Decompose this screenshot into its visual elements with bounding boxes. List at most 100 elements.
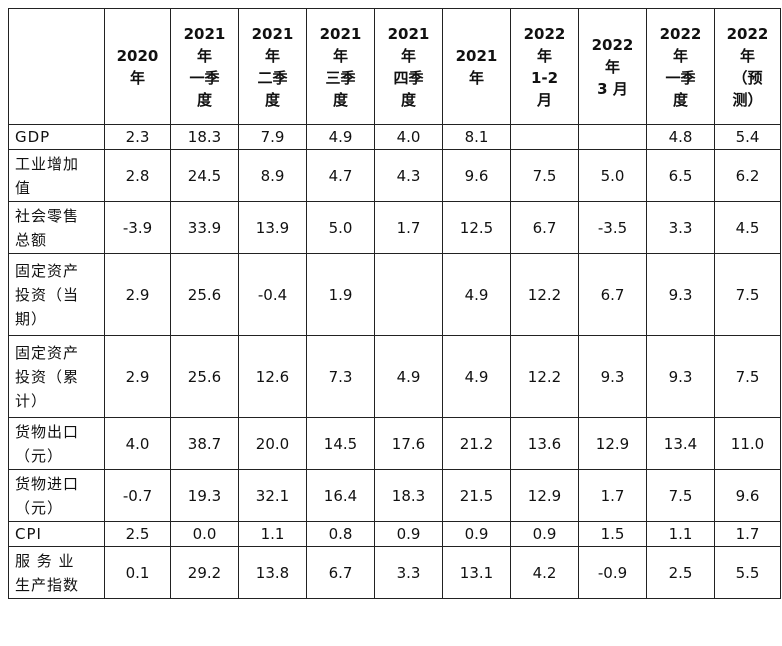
table-cell: 1.7: [578, 469, 647, 522]
table-row: 固定资产 投资（当 期） 2.9 25.6 -0.4 1.9 4.9 12.2 6.7 9.3 7…: [8, 253, 781, 336]
table-cell: 4.9: [442, 335, 511, 418]
row-label: 工业增加 值: [8, 149, 105, 202]
table-body: GDP 2.3 18.3 7.9 4.9 4.0 8.1 4.8 5.4 工业增加 值 2.8 24.…: [8, 124, 781, 599]
table-cell: 1.7: [374, 201, 443, 254]
table-cell: 8.9: [238, 149, 307, 202]
table-cell: 19.3: [170, 469, 239, 522]
table-cell: 0.9: [442, 521, 511, 547]
table-cell: 6.7: [510, 201, 579, 254]
table-cell: 13.9: [238, 201, 307, 254]
row-label: 固定资产 投资（累 计）: [8, 335, 105, 418]
table-cell: 4.7: [306, 149, 375, 202]
table-cell: 12.2: [510, 253, 579, 336]
row-label: CPI: [8, 521, 105, 547]
table-cell: -0.9: [578, 546, 647, 599]
table-cell: 4.0: [104, 417, 171, 470]
table-cell: 1.7: [714, 521, 781, 547]
table-cell: 7.5: [646, 469, 715, 522]
table-cell: 4.5: [714, 201, 781, 254]
table-cell: -3.9: [104, 201, 171, 254]
row-label: 社会零售 总额: [8, 201, 105, 254]
table-cell: 13.1: [442, 546, 511, 599]
table-cell: 20.0: [238, 417, 307, 470]
table-cell: [510, 124, 579, 150]
table-cell: 4.3: [374, 149, 443, 202]
table-cell: 3.3: [374, 546, 443, 599]
table-cell: 5.0: [306, 201, 375, 254]
table-cell: 7.5: [714, 335, 781, 418]
table-cell: 2.3: [104, 124, 171, 150]
table-row: 货物出口 （元） 4.0 38.7 20.0 14.5 17.6 21.2 13.6 12.9 1…: [8, 417, 781, 470]
table-cell: [374, 253, 443, 336]
table-cell: 25.6: [170, 253, 239, 336]
row-label: 货物出口 （元）: [8, 417, 105, 470]
table-cell: [578, 124, 647, 150]
table-row: CPI 2.5 0.0 1.1 0.8 0.9 0.9 0.9 1.5 1.1 1.7: [8, 521, 781, 547]
table-cell: 16.4: [306, 469, 375, 522]
table-cell: 2.5: [104, 521, 171, 547]
table-cell: 18.3: [374, 469, 443, 522]
table-cell: 4.2: [510, 546, 579, 599]
table-cell: 14.5: [306, 417, 375, 470]
table-cell: 3.3: [646, 201, 715, 254]
table-cell: 4.9: [374, 335, 443, 418]
table-cell: 7.5: [510, 149, 579, 202]
table-cell: 1.1: [646, 521, 715, 547]
table-cell: -3.5: [578, 201, 647, 254]
table-cell: 0.8: [306, 521, 375, 547]
table-cell: 0.9: [510, 521, 579, 547]
table-cell: 13.6: [510, 417, 579, 470]
table-cell: 13.4: [646, 417, 715, 470]
table-cell: 6.5: [646, 149, 715, 202]
table-cell: 4.8: [646, 124, 715, 150]
table-row: 固定资产 投资（累 计） 2.9 25.6 12.6 7.3 4.9 4.9 12.2 9.3 9…: [8, 335, 781, 418]
column-header: 2022 年 3 月: [578, 8, 647, 125]
table-cell: 6.7: [306, 546, 375, 599]
table-cell: 24.5: [170, 149, 239, 202]
table-cell: -0.7: [104, 469, 171, 522]
column-header: 2021 年 三季 度: [306, 8, 375, 125]
table-cell: 12.9: [578, 417, 647, 470]
row-label: 服 务 业 生产指数: [8, 546, 105, 599]
table-cell: 1.9: [306, 253, 375, 336]
table-cell: 17.6: [374, 417, 443, 470]
table-cell: 32.1: [238, 469, 307, 522]
table-cell: 9.3: [646, 253, 715, 336]
table-cell: 6.7: [578, 253, 647, 336]
table-row: GDP 2.3 18.3 7.9 4.9 4.0 8.1 4.8 5.4: [8, 124, 781, 150]
economic-indicators-table: 2020 年 2021 年 一季 度 2021 年 二季 度 2021 年 三季…: [8, 8, 781, 599]
column-header: 2022 年 1-2 月: [510, 8, 579, 125]
table-cell: 1.1: [238, 521, 307, 547]
column-header: 2021 年 一季 度: [170, 8, 239, 125]
table-cell: 9.3: [578, 335, 647, 418]
table-row: 工业增加 值 2.8 24.5 8.9 4.7 4.3 9.6 7.5 5.0 6.5 6.2: [8, 149, 781, 202]
table-cell: 8.1: [442, 124, 511, 150]
column-header: 2021 年 二季 度: [238, 8, 307, 125]
table-cell: 0.1: [104, 546, 171, 599]
table-cell: -0.4: [238, 253, 307, 336]
table-cell: 18.3: [170, 124, 239, 150]
table-row: 服 务 业 生产指数 0.1 29.2 13.8 6.7 3.3 13.1 4.2 -0.9 2.…: [8, 546, 781, 599]
table-cell: 2.5: [646, 546, 715, 599]
table-cell: 29.2: [170, 546, 239, 599]
table-cell: 7.5: [714, 253, 781, 336]
table-cell: 2.9: [104, 253, 171, 336]
table-cell: 38.7: [170, 417, 239, 470]
row-label: 货物进口 （元）: [8, 469, 105, 522]
table-cell: 33.9: [170, 201, 239, 254]
column-header: 2021 年: [442, 8, 511, 125]
table-cell: 9.3: [646, 335, 715, 418]
table-cell: 6.2: [714, 149, 781, 202]
table-cell: 2.8: [104, 149, 171, 202]
column-header: 2022 年 （预 测）: [714, 8, 781, 125]
table-cell: 25.6: [170, 335, 239, 418]
table-cell: 5.4: [714, 124, 781, 150]
table-cell: 13.8: [238, 546, 307, 599]
table-cell: 12.6: [238, 335, 307, 418]
table-cell: 1.5: [578, 521, 647, 547]
column-header: 2020 年: [104, 8, 171, 125]
table-cell: 2.9: [104, 335, 171, 418]
table-cell: 5.0: [578, 149, 647, 202]
column-header: 2021 年 四季 度: [374, 8, 443, 125]
table-row: 社会零售 总额 -3.9 33.9 13.9 5.0 1.7 12.5 6.7 -3.5 3.3 4…: [8, 201, 781, 254]
